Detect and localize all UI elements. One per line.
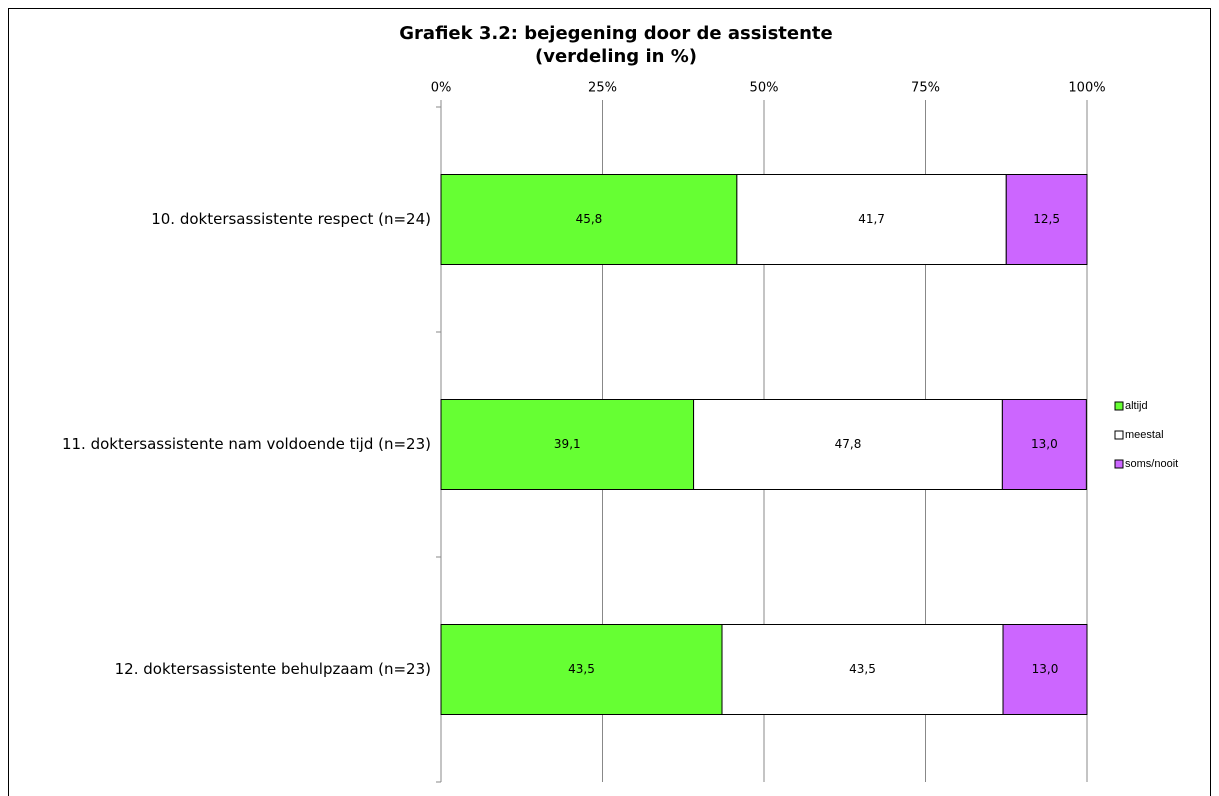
bar-segment (693, 399, 1003, 490)
data-label: 47,8 (835, 437, 862, 451)
legend-swatch (1114, 459, 1124, 469)
x-tick-label: 50% (750, 81, 779, 96)
data-label: 13,0 (1031, 437, 1058, 451)
bar-segment (1002, 624, 1088, 715)
data-label: 43,5 (568, 662, 595, 676)
legend-swatch (1114, 401, 1124, 411)
data-label: 43,5 (849, 662, 876, 676)
y-tick-label: 10. doktersassistente respect (n=24) (151, 210, 431, 228)
data-label: 13,0 (1032, 662, 1059, 676)
y-tick-label: 12. doktersassistente behulpzaam (n=23) (115, 660, 431, 678)
bar-segment (440, 399, 695, 490)
chart-subtitle: (verdeling in %) (535, 46, 697, 67)
bar-segment (1005, 174, 1088, 265)
x-tick-label: 0% (431, 81, 452, 96)
bar-segment (440, 174, 738, 265)
bar-segment (736, 174, 1007, 265)
data-label: 39,1 (554, 437, 581, 451)
legend-label: soms/nooit (1125, 458, 1178, 470)
data-label: 45,8 (576, 212, 603, 226)
chart-border (8, 8, 1211, 796)
chart-title: Grafiek 3.2: bejegening door de assisten… (399, 23, 832, 44)
x-tick-label: 100% (1068, 81, 1105, 96)
x-tick-label: 75% (911, 81, 940, 96)
y-tick-label: 11. doktersassistente nam voldoende tijd… (62, 435, 431, 453)
bar-segment (440, 624, 723, 715)
bar-segment (1001, 399, 1087, 490)
data-label: 12,5 (1033, 212, 1060, 226)
legend-label: altijd (1125, 400, 1148, 412)
x-tick-label: 25% (588, 81, 617, 96)
legend-label: meestal (1125, 429, 1164, 441)
data-label: 41,7 (858, 212, 885, 226)
legend-swatch (1114, 430, 1124, 440)
